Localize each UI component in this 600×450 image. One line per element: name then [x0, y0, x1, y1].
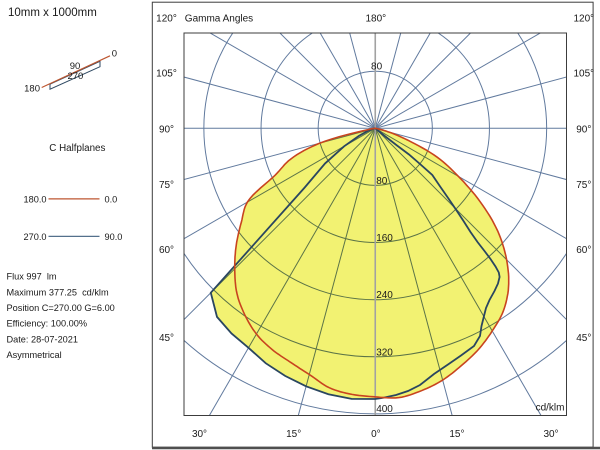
svg-text:45°: 45°: [159, 333, 174, 344]
svg-text:180°: 180°: [365, 13, 386, 24]
svg-text:0.0: 0.0: [105, 194, 118, 204]
svg-text:90: 90: [70, 61, 81, 72]
svg-text:75°: 75°: [576, 180, 591, 191]
svg-text:30°: 30°: [192, 429, 207, 440]
svg-text:90.0: 90.0: [105, 232, 123, 242]
svg-text:270: 270: [67, 71, 83, 82]
svg-text:160: 160: [376, 233, 393, 244]
svg-text:Efficiency: 100.00%: Efficiency: 100.00%: [7, 319, 88, 329]
svg-text:320: 320: [376, 347, 393, 358]
svg-text:Gamma Angles: Gamma Angles: [185, 13, 253, 24]
svg-text:C Halfplanes: C Halfplanes: [49, 143, 105, 154]
svg-text:0: 0: [112, 49, 117, 60]
svg-text:400: 400: [376, 404, 393, 415]
svg-text:240: 240: [376, 290, 393, 301]
svg-text:60°: 60°: [576, 245, 591, 256]
svg-text:90°: 90°: [576, 124, 591, 135]
svg-text:Position C=270.00 G=6.00: Position C=270.00 G=6.00: [7, 303, 115, 313]
svg-text:80: 80: [376, 176, 388, 187]
svg-text:120°: 120°: [573, 13, 594, 24]
svg-text:Asymmetrical: Asymmetrical: [7, 350, 62, 360]
svg-text:75°: 75°: [159, 180, 174, 191]
svg-text:15°: 15°: [449, 429, 464, 440]
svg-text:Flux 997 lm: Flux 997 lm: [7, 272, 57, 282]
svg-text:15°: 15°: [286, 429, 301, 440]
svg-text:180: 180: [24, 83, 40, 94]
svg-text:60°: 60°: [159, 245, 174, 256]
svg-text:45°: 45°: [576, 333, 591, 344]
svg-text:105°: 105°: [573, 68, 594, 79]
svg-text:cd/klm: cd/klm: [536, 402, 565, 413]
svg-text:90°: 90°: [159, 124, 174, 135]
svg-text:105°: 105°: [156, 68, 177, 79]
svg-text:180.0: 180.0: [24, 194, 47, 204]
svg-text:Maximum 377.25 cd/klm: Maximum 377.25 cd/klm: [7, 287, 109, 297]
svg-text:0°: 0°: [371, 429, 381, 440]
svg-text:30°: 30°: [543, 429, 558, 440]
svg-text:120°: 120°: [156, 13, 177, 24]
svg-text:80: 80: [371, 62, 383, 73]
svg-text:270.0: 270.0: [24, 232, 47, 242]
svg-text:10mm x 1000mm: 10mm x 1000mm: [8, 7, 97, 19]
svg-text:Date: 28-07-2021: Date: 28-07-2021: [7, 334, 79, 344]
